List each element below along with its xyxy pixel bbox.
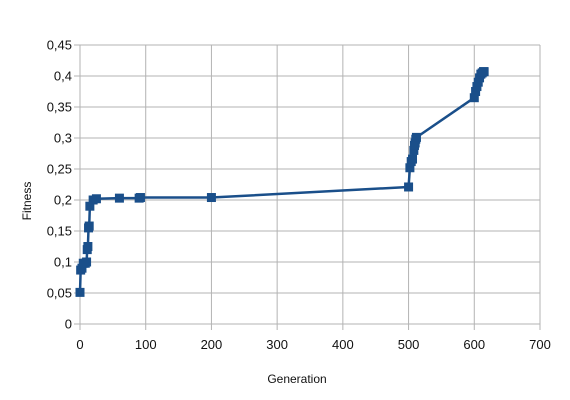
data-point	[82, 257, 92, 267]
data-point	[409, 145, 419, 155]
x-tick-label: 500	[398, 337, 420, 352]
data-point	[84, 221, 94, 231]
data-point	[206, 193, 216, 203]
y-tick-label: 0,2	[54, 193, 72, 208]
x-tick-label: 200	[201, 337, 223, 352]
x-tick-label: 600	[463, 337, 485, 352]
data-point	[85, 201, 95, 211]
gridlines	[80, 44, 541, 324]
axes	[74, 44, 541, 330]
data-point	[91, 194, 101, 204]
y-axis-label: Fitness	[20, 182, 34, 221]
data-point	[469, 93, 479, 103]
data-point	[404, 182, 414, 192]
data-point	[479, 67, 489, 77]
tick-labels: 0 0,05 0,1 0,15 0,2 0,25 0,3 0,35 0,4 0,45 0 100 200…	[47, 38, 551, 353]
y-tick-label: 0	[65, 317, 72, 332]
series-layer	[75, 67, 489, 297]
x-tick-label: 0	[76, 337, 83, 352]
x-tick-label: 400	[332, 337, 354, 352]
data-point	[471, 87, 481, 96]
x-tick-label: 100	[135, 337, 157, 352]
x-tick-label: 700	[529, 337, 551, 352]
y-tick-label: 0,45	[47, 38, 72, 53]
y-tick-label: 0,1	[54, 255, 72, 270]
data-point	[405, 163, 415, 173]
data-point	[408, 154, 418, 164]
y-tick-label: 0,35	[47, 100, 72, 115]
data-point	[135, 193, 145, 203]
data-point	[114, 193, 124, 203]
series-line	[78, 70, 485, 293]
y-tick-label: 0,4	[54, 69, 72, 84]
data-point	[411, 132, 421, 142]
y-tick-label: 0,25	[47, 162, 72, 177]
x-axis-label: Generation	[267, 372, 326, 386]
y-tick-label: 0,05	[47, 286, 72, 301]
series-0	[75, 67, 489, 297]
y-tick-label: 0,3	[54, 131, 72, 146]
x-tick-label: 300	[266, 337, 288, 352]
data-point	[75, 287, 85, 297]
data-point	[83, 242, 93, 251]
data-point	[77, 263, 87, 273]
y-tick-label: 0,15	[47, 224, 72, 239]
